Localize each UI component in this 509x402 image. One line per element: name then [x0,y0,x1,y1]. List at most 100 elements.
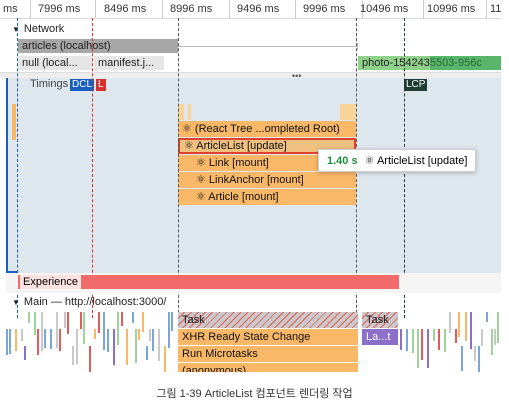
activity-stripe [481,329,483,346]
experience-bar[interactable] [18,275,399,289]
activity-stripe [6,329,8,355]
network-request-whisker [178,46,358,47]
load-marker[interactable]: L [96,79,106,91]
activity-stripe [470,312,472,349]
network-request-download-bar [430,56,501,70]
ruler-tick: 11 [490,3,502,15]
activity-stripe [34,312,36,335]
activity-stripe [80,312,82,329]
activity-stripe [94,329,96,339]
tooltip-name: ⚛ ArticleList [update] [364,155,468,167]
activity-stripe [126,329,128,365]
activity-stripe [433,329,435,341]
ruler-gridline [30,0,31,18]
ruler-tick: 10496 ms [360,3,409,15]
activity-stripe [117,312,119,345]
activity-stripe [474,346,476,361]
tooltip-duration: 1.40 s [327,155,358,167]
task-bar-2[interactable]: Task [362,312,398,328]
activity-stripe [449,312,451,333]
network-request-bar[interactable]: null (local... [18,56,92,70]
activity-stripe [138,329,140,340]
activity-stripe [461,346,463,371]
activity-stripe [465,312,467,341]
ruler-gridline [162,0,163,18]
flame-sliver[interactable] [340,104,356,120]
activity-stripe [98,312,100,333]
activity-stripe [400,329,402,350]
anonymous-bar[interactable]: (anonymous) [178,363,358,372]
activity-stripe [50,329,52,349]
expand-triangle-icon: ▼ [12,25,20,34]
ruler-tick: 8996 ms [170,3,213,15]
activity-stripe [83,312,85,344]
load-line [92,18,93,318]
network-title: Network [23,23,65,35]
network-section-header[interactable]: ▼ Network [12,23,64,35]
activity-stripe [438,329,440,350]
network-request-bar[interactable]: manifest.j... [94,56,164,70]
ruler-gridline [95,0,96,18]
network-request-bar[interactable]: articles (localhost) [18,39,178,53]
activity-stripe [158,329,160,361]
ruler-gridline [229,0,230,18]
activity-stripe [142,312,144,332]
activity-stripe [486,312,488,322]
figure-caption: 그림 1-39 ArticleList 컴포넌트 렌더링 작업 [156,388,353,400]
main-section-header[interactable]: ▼ Main — http://localhost:3000/ [12,296,166,308]
flame-tooltip: 1.40 s ⚛ ArticleList [update] [318,149,477,172]
activity-stripe [56,312,58,348]
flame-sliver[interactable] [12,104,16,140]
activity-stripe [427,329,429,368]
activity-stripe [37,329,39,355]
activity-stripe [491,329,493,355]
flame-sliver[interactable] [178,104,184,120]
dcl-marker[interactable]: DCL [70,79,95,91]
flame-article-list[interactable]: ⚛ ArticleList [update] [178,138,356,154]
activity-stripe [103,312,105,350]
activity-stripe [417,329,419,368]
timings-selection-edge [6,78,8,273]
ruler-tick: 7996 ms [38,3,81,15]
activity-stripe [113,329,115,365]
ruler-gridline [362,0,363,18]
activity-stripe [132,312,134,323]
activity-stripe [458,312,460,337]
experience-label: Experience [20,275,82,289]
layout-bar[interactable]: La...t [362,329,398,345]
timings-selection-corner [6,271,18,273]
activity-stripe [421,329,423,360]
flame-link[interactable]: ⚛ Link [mount] [178,155,356,171]
ruler-tick: 9496 ms [237,3,280,15]
panel-resize-handle[interactable] [0,72,501,78]
activity-stripe [406,329,408,351]
xhr-ready-state-bar[interactable]: XHR Ready State Change [178,329,358,345]
activity-stripe [28,312,30,323]
activity-stripe [21,329,23,341]
flame-react-tree[interactable]: ⚛ (React Tree ...ompleted Root) [178,121,356,137]
network-request-whisker-end [357,43,358,50]
ruler-tick: 10996 ms [427,3,476,15]
activity-stripe [146,346,148,360]
lcp-marker[interactable]: LCP [404,79,428,91]
flame-link-anchor[interactable]: ⚛ LinkAnchor [mount] [178,172,356,188]
flame-article[interactable]: ⚛ Article [mount] [178,189,356,205]
ruler-gridline [486,0,487,18]
run-microtasks-bar[interactable]: Run Microtasks [178,346,358,362]
activity-stripe [149,329,151,341]
task-bar[interactable]: Task [178,312,358,328]
network-request-label: null (local... [22,57,78,69]
time-ruler[interactable]: ms 7996 ms 8496 ms 8996 ms 9496 ms 9996 … [0,0,501,19]
ruler-tick: 8496 ms [104,3,147,15]
drag-handle-icon: ••• [292,71,302,81]
flame-sliver[interactable] [188,104,191,120]
ruler-gridline [423,0,424,18]
activity-stripe [41,312,43,351]
activity-stripe [89,346,91,372]
main-title: Main — http://localhost:3000/ [23,296,167,308]
activity-stripe [412,329,414,353]
activity-stripe [15,329,17,351]
network-request-label: manifest.j... [98,57,155,69]
ruler-tick: ms [3,3,18,15]
activity-stripe [497,312,499,343]
